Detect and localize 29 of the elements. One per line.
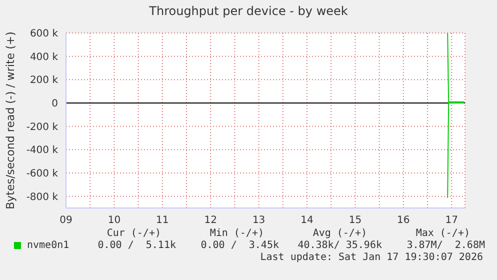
text: Cur (-/+) <box>106 228 161 239</box>
x-tick-label: 12 <box>204 215 217 226</box>
x-tick-label: 10 <box>108 215 121 226</box>
text: 3.87M/ 2.68M <box>406 240 485 251</box>
x-tick-label: 15 <box>348 215 362 226</box>
x-tick-label: 11 <box>156 215 169 226</box>
chart-title: Throughput per device - by week <box>148 3 349 20</box>
text: Avg (-/+) <box>312 228 367 239</box>
text: Last update: Sat Jan 17 19:30:07 2026 <box>260 252 483 263</box>
x-tick-label: 17 <box>445 215 458 226</box>
x-tick-label: 09 <box>60 215 72 226</box>
y-tick-label: -200 k <box>26 122 58 133</box>
text: 0.00 / 3.45k <box>200 240 279 251</box>
text: 0.00 / 5.11k <box>96 240 176 251</box>
y-tick-label: 400 k <box>30 52 58 63</box>
y-tick-label: 200 k <box>30 75 58 86</box>
y-tick-label: 0 <box>52 98 58 110</box>
y-tick-label: -600 k <box>26 168 58 180</box>
text: 40.38k/ 35.96k <box>296 240 382 251</box>
text: Min (-/+) <box>208 228 264 239</box>
y-tick-label: -400 k <box>26 145 58 156</box>
y-tick-label: -800 k <box>26 192 58 203</box>
x-tick-label: 14 <box>300 215 314 226</box>
x-tick-label: 16 <box>397 215 410 226</box>
x-tick-label: 13 <box>252 215 266 226</box>
y-axis-title: Bytes/second read (-) / write (+) <box>4 32 17 210</box>
text: Max (-/+) <box>414 228 470 239</box>
y-tick-label: 600 k <box>30 28 58 40</box>
legend-label: nvme0n1 <box>27 240 70 251</box>
